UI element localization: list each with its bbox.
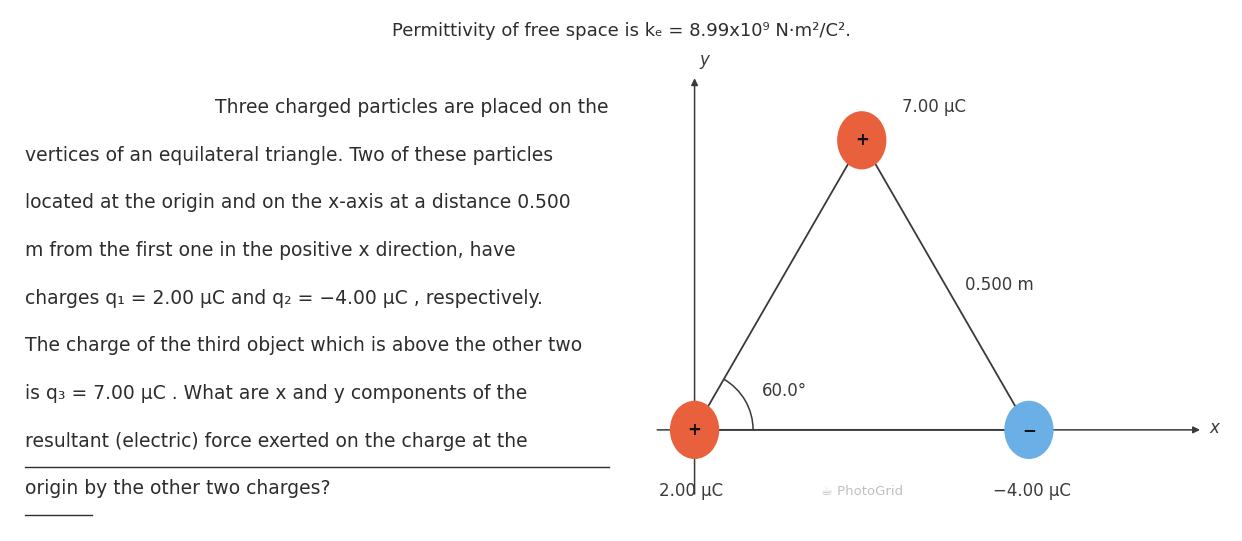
Text: −: − [1022, 421, 1036, 439]
Text: m from the first one in the positive x direction, have: m from the first one in the positive x d… [25, 241, 515, 260]
Ellipse shape [837, 111, 887, 169]
Text: +: + [688, 421, 702, 439]
Text: 0.500 m: 0.500 m [965, 276, 1035, 294]
Text: 60.0°: 60.0° [761, 382, 806, 400]
Text: ☕ PhotoGrid: ☕ PhotoGrid [821, 485, 903, 498]
Text: Three charged particles are placed on the: Three charged particles are placed on th… [215, 98, 609, 117]
Text: 2.00 μC: 2.00 μC [660, 481, 723, 500]
Text: +: + [854, 131, 868, 149]
Text: Permittivity of free space is kₑ = 8.99x10⁹ N·m²/C².: Permittivity of free space is kₑ = 8.99x… [391, 22, 851, 39]
Text: charges q₁ = 2.00 μC and q₂ = −4.00 μC , respectively.: charges q₁ = 2.00 μC and q₂ = −4.00 μC ,… [25, 289, 543, 308]
Text: is q₃ = 7.00 μC . What are x and y components of the: is q₃ = 7.00 μC . What are x and y compo… [25, 384, 527, 403]
Text: −4.00 μC: −4.00 μC [994, 481, 1072, 500]
Text: vertices of an equilateral triangle. Two of these particles: vertices of an equilateral triangle. Two… [25, 146, 553, 165]
Ellipse shape [1005, 401, 1053, 459]
Text: The charge of the third object which is above the other two: The charge of the third object which is … [25, 337, 582, 355]
Text: located at the origin and on the x-axis at a distance 0.500: located at the origin and on the x-axis … [25, 194, 570, 213]
Ellipse shape [669, 401, 719, 459]
Text: origin by the other two charges?: origin by the other two charges? [25, 479, 330, 498]
Text: y: y [699, 51, 709, 69]
Text: resultant (electric) force exerted on the charge at the: resultant (electric) force exerted on th… [25, 432, 528, 451]
Text: 7.00 μC: 7.00 μC [902, 98, 966, 116]
Text: x: x [1210, 419, 1220, 437]
